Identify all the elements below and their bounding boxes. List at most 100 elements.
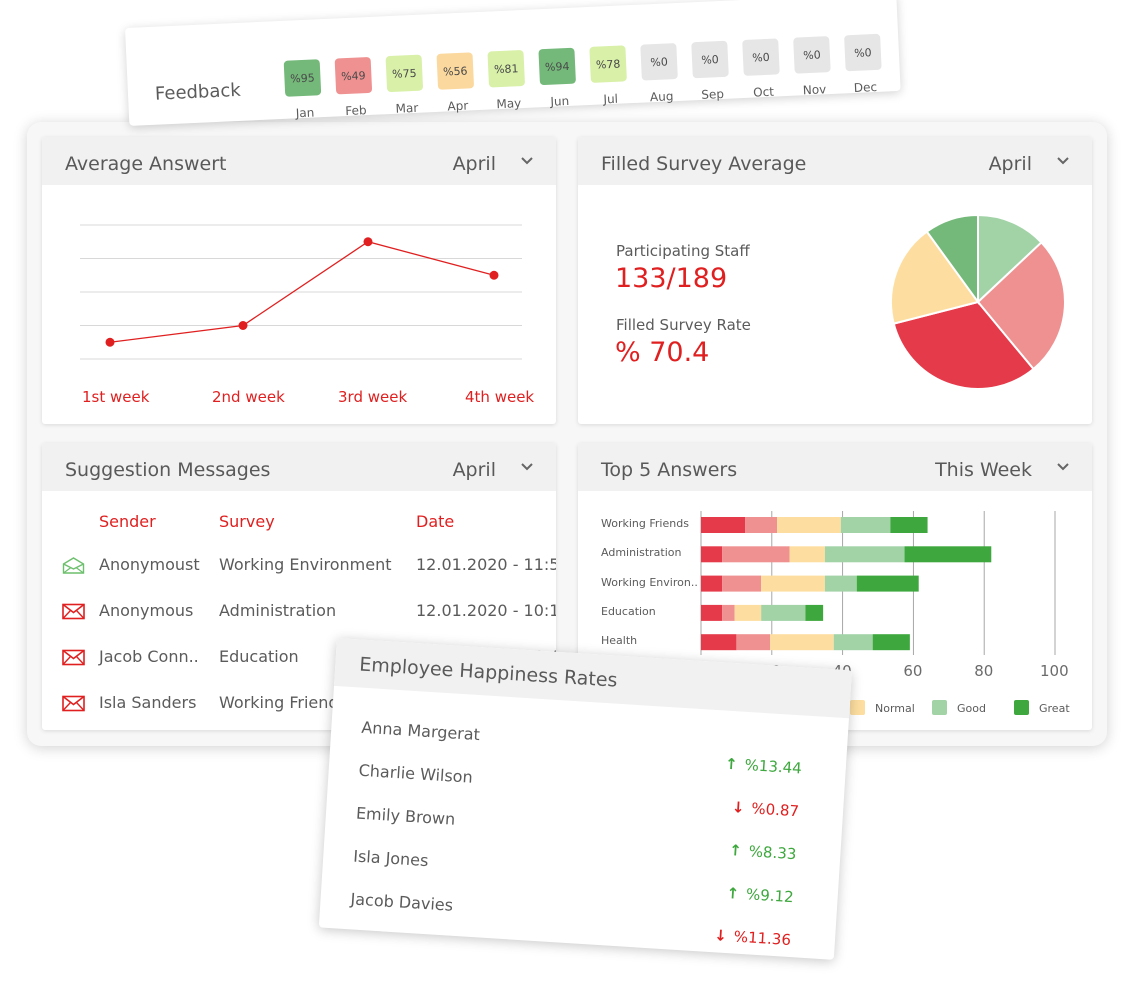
x-tick-label: 60 xyxy=(903,662,923,680)
month-may[interactable]: %81 May xyxy=(487,49,528,112)
rate-value: %13.44 xyxy=(744,755,803,778)
happiness-rate: ↓ %0.87 xyxy=(731,798,799,820)
month-nov[interactable]: %0 Nov xyxy=(793,36,834,98)
mail-icon xyxy=(62,649,85,666)
cell-survey: Education xyxy=(219,647,299,666)
month-mar[interactable]: %75 Mar xyxy=(385,54,427,116)
y-tick-label: Administration xyxy=(601,546,682,560)
bar-segment xyxy=(789,546,825,563)
bar-segment xyxy=(722,546,790,563)
month-label: Sep xyxy=(700,86,725,102)
bar-segment xyxy=(761,575,825,592)
month-score-badge: %75 xyxy=(385,54,424,93)
bar-segment xyxy=(701,546,723,563)
card-title: Filled Survey Average xyxy=(601,153,807,175)
survey-pie-chart xyxy=(890,213,1066,390)
month-jul[interactable]: %78 Jul xyxy=(589,45,630,107)
bar-segment xyxy=(840,517,891,533)
bar-segment xyxy=(736,634,771,651)
data-point xyxy=(238,321,248,330)
card-title: Employee Happiness Rates xyxy=(358,653,619,692)
top-answers-chart xyxy=(700,511,1056,655)
mail-icon xyxy=(62,695,85,712)
employee-name: Charlie Wilson xyxy=(358,760,474,787)
period-select[interactable]: This Week xyxy=(935,459,1032,481)
rate-value: %8.33 xyxy=(748,842,797,864)
bar-segment xyxy=(734,604,762,621)
filled-survey-card: Filled Survey Average April Participatin… xyxy=(578,137,1092,424)
card-header: Average Answert April xyxy=(42,137,556,185)
employee-name: Isla Jones xyxy=(352,846,430,871)
column-date: Date xyxy=(416,512,455,531)
bar-segment xyxy=(761,604,806,621)
mail-icon xyxy=(62,603,85,620)
rate-value: %11.36 xyxy=(733,927,792,950)
filled-survey-rate-value: % 70.4 xyxy=(615,337,710,368)
feedback-strip: Feedback %95 Jan %49 Feb %75 Mar %56 Apr %81 May%… xyxy=(125,0,901,126)
column-survey: Survey xyxy=(219,512,275,531)
dashboard-frame: Average Answert April 1st week 2nd week 3r… xyxy=(27,122,1107,746)
filled-survey-rate-label: Filled Survey Rate xyxy=(616,316,751,334)
card-header: Top 5 Answers This Week xyxy=(578,443,1092,491)
month-jun[interactable]: %94 Jun xyxy=(538,47,579,110)
bar-segment xyxy=(824,546,905,563)
legend-swatch xyxy=(1014,700,1029,715)
cell-sender: Anonymous xyxy=(99,601,194,620)
bar-segment xyxy=(824,575,857,592)
cell-survey: Working Environment xyxy=(219,555,392,574)
bar-segment xyxy=(872,634,910,651)
cell-survey: Working Friends xyxy=(219,693,347,712)
month-score-badge: %78 xyxy=(589,45,627,83)
month-label: Jan xyxy=(295,105,315,121)
pie-slice xyxy=(977,213,1043,305)
bar-segment xyxy=(770,634,834,651)
data-point xyxy=(489,270,499,280)
feedback-label: Feedback xyxy=(154,79,242,105)
pie-slice xyxy=(976,241,1066,371)
chevron-down-icon[interactable] xyxy=(520,156,534,166)
month-score-badge: %49 xyxy=(334,56,373,95)
month-dec[interactable]: %0 Dec xyxy=(844,33,885,96)
pie-slice xyxy=(925,213,979,306)
card-title: Suggestion Messages xyxy=(65,459,271,481)
data-point xyxy=(105,337,115,347)
cell-sender: Anonymoust xyxy=(99,555,200,574)
y-tick-label: Education xyxy=(601,604,656,618)
month-label: Jun xyxy=(550,93,570,109)
month-label: Feb xyxy=(345,103,367,119)
card-title: Average Answert xyxy=(65,153,227,175)
average-answer-card: Average Answert April 1st week 2nd week 3r… xyxy=(42,137,556,424)
month-feb[interactable]: %49 Feb xyxy=(334,56,376,119)
y-tick-label: Health xyxy=(601,634,638,648)
period-select[interactable]: April xyxy=(988,153,1032,175)
bar-segment xyxy=(701,575,723,592)
y-tick-label: Working Friends xyxy=(601,517,689,530)
month-label: Jul xyxy=(603,91,619,107)
month-oct[interactable]: %0 Oct xyxy=(742,38,783,100)
bar-segment xyxy=(722,604,735,621)
month-label: Mar xyxy=(395,100,419,116)
month-score-badge: %0 xyxy=(640,43,678,81)
card-title: Top 5 Answers xyxy=(601,459,738,481)
cell-sender: Isla Sanders xyxy=(99,693,197,712)
month-jan[interactable]: %95 Jan xyxy=(283,59,325,121)
period-select[interactable]: April xyxy=(452,459,496,481)
month-apr[interactable]: %56 Apr xyxy=(436,52,477,114)
happiness-rate: ↓ %11.36 xyxy=(714,926,792,949)
employee-name: Anna Margerat xyxy=(360,717,481,745)
pie-slice xyxy=(890,230,980,325)
chevron-down-icon[interactable] xyxy=(520,462,534,472)
bar-segment xyxy=(701,604,723,621)
period-select[interactable]: April xyxy=(452,153,496,175)
bar-segment xyxy=(890,517,928,533)
happiness-rate: ↑ %8.33 xyxy=(729,841,797,863)
arrow-down-icon: ↓ xyxy=(731,798,746,817)
month-label: Apr xyxy=(447,98,469,114)
chevron-down-icon[interactable] xyxy=(1056,462,1070,472)
month-sep[interactable]: %0 Sep xyxy=(691,40,732,103)
bar-segment xyxy=(856,575,919,592)
month-aug[interactable]: %0 Aug xyxy=(640,43,681,105)
data-point xyxy=(363,237,373,247)
chevron-down-icon[interactable] xyxy=(1056,156,1070,166)
arrow-up-icon: ↑ xyxy=(728,841,743,860)
